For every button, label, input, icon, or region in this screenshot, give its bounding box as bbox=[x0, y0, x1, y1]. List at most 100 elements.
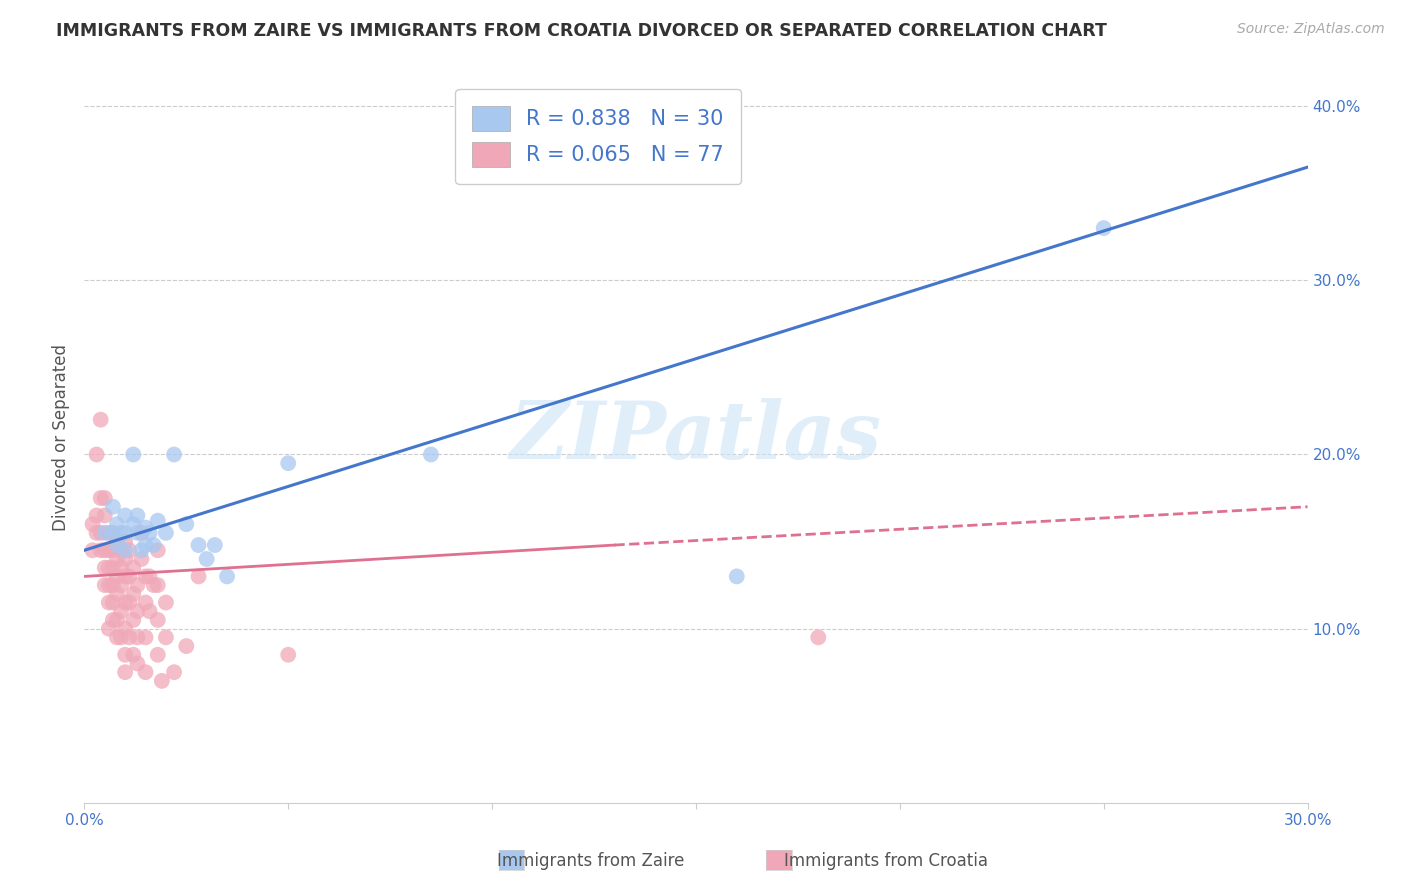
Point bbox=[93, 525, 115, 540]
Point bbox=[217, 569, 239, 583]
Point bbox=[135, 569, 157, 583]
Point bbox=[135, 665, 157, 680]
Point bbox=[135, 538, 157, 552]
Point bbox=[127, 508, 149, 523]
Point bbox=[118, 595, 141, 609]
Point bbox=[105, 534, 128, 549]
Point bbox=[114, 648, 136, 662]
Point bbox=[86, 525, 108, 540]
Point bbox=[86, 508, 108, 523]
Point bbox=[105, 517, 128, 532]
Point bbox=[163, 665, 186, 680]
Point bbox=[122, 448, 145, 462]
Point bbox=[97, 622, 120, 636]
Point bbox=[146, 613, 169, 627]
Point bbox=[277, 648, 299, 662]
Point bbox=[146, 514, 169, 528]
Point bbox=[204, 538, 226, 552]
Point bbox=[163, 448, 186, 462]
Point bbox=[118, 631, 141, 645]
Point bbox=[97, 543, 120, 558]
Point bbox=[122, 648, 145, 662]
Point bbox=[725, 569, 748, 583]
Point bbox=[82, 543, 104, 558]
Point bbox=[138, 604, 160, 618]
Point bbox=[195, 552, 218, 566]
Point bbox=[93, 508, 115, 523]
Point bbox=[127, 525, 149, 540]
Point bbox=[135, 595, 157, 609]
Point bbox=[122, 587, 145, 601]
Point bbox=[127, 657, 149, 671]
Point bbox=[101, 560, 124, 574]
Point bbox=[90, 525, 112, 540]
Point bbox=[101, 613, 124, 627]
Point bbox=[127, 578, 149, 592]
Point bbox=[101, 595, 124, 609]
Point bbox=[146, 578, 169, 592]
Point bbox=[174, 639, 197, 653]
Text: Source: ZipAtlas.com: Source: ZipAtlas.com bbox=[1237, 22, 1385, 37]
Point bbox=[127, 631, 149, 645]
Point bbox=[114, 525, 136, 540]
Point bbox=[101, 525, 124, 540]
Point bbox=[277, 456, 299, 470]
Point bbox=[122, 613, 145, 627]
Legend: R = 0.838   N = 30, R = 0.065   N = 77: R = 0.838 N = 30, R = 0.065 N = 77 bbox=[456, 89, 741, 184]
Point bbox=[90, 543, 112, 558]
Point bbox=[114, 508, 136, 523]
Point bbox=[118, 543, 141, 558]
Point bbox=[93, 560, 115, 574]
Text: ZIPatlas: ZIPatlas bbox=[510, 399, 882, 475]
Point bbox=[142, 538, 165, 552]
Point bbox=[420, 448, 443, 462]
Point bbox=[155, 595, 177, 609]
Point bbox=[1092, 221, 1115, 235]
Point bbox=[110, 578, 132, 592]
Text: IMMIGRANTS FROM ZAIRE VS IMMIGRANTS FROM CROATIA DIVORCED OR SEPARATED CORRELATI: IMMIGRANTS FROM ZAIRE VS IMMIGRANTS FROM… bbox=[56, 22, 1107, 40]
Point bbox=[90, 412, 112, 426]
Point bbox=[97, 578, 120, 592]
Point bbox=[131, 552, 153, 566]
Point bbox=[90, 491, 112, 505]
Point bbox=[135, 521, 157, 535]
Point bbox=[110, 543, 132, 558]
Point bbox=[110, 560, 132, 574]
Point bbox=[82, 517, 104, 532]
Point bbox=[97, 595, 120, 609]
Y-axis label: Divorced or Separated: Divorced or Separated bbox=[52, 343, 70, 531]
Point bbox=[155, 525, 177, 540]
Point bbox=[155, 631, 177, 645]
Point bbox=[118, 569, 141, 583]
Point bbox=[131, 525, 153, 540]
Point bbox=[97, 525, 120, 540]
Point bbox=[135, 631, 157, 645]
Point bbox=[127, 604, 149, 618]
Point bbox=[101, 578, 124, 592]
Point bbox=[146, 543, 169, 558]
Point bbox=[187, 538, 209, 552]
Point bbox=[114, 552, 136, 566]
Point bbox=[86, 448, 108, 462]
Point bbox=[114, 543, 136, 558]
Point bbox=[150, 673, 173, 688]
Point bbox=[174, 517, 197, 532]
Point bbox=[110, 631, 132, 645]
Point bbox=[105, 613, 128, 627]
Point bbox=[93, 491, 115, 505]
Point bbox=[105, 569, 128, 583]
Point bbox=[138, 525, 160, 540]
Point bbox=[114, 665, 136, 680]
Point bbox=[105, 552, 128, 566]
Point bbox=[114, 534, 136, 549]
Text: Immigrants from Zaire: Immigrants from Zaire bbox=[496, 852, 685, 870]
Point bbox=[122, 517, 145, 532]
Point bbox=[93, 543, 115, 558]
Point bbox=[131, 543, 153, 558]
Point bbox=[142, 578, 165, 592]
Point bbox=[146, 648, 169, 662]
Point bbox=[101, 500, 124, 514]
Point bbox=[97, 560, 120, 574]
Point bbox=[114, 595, 136, 609]
Point bbox=[101, 525, 124, 540]
